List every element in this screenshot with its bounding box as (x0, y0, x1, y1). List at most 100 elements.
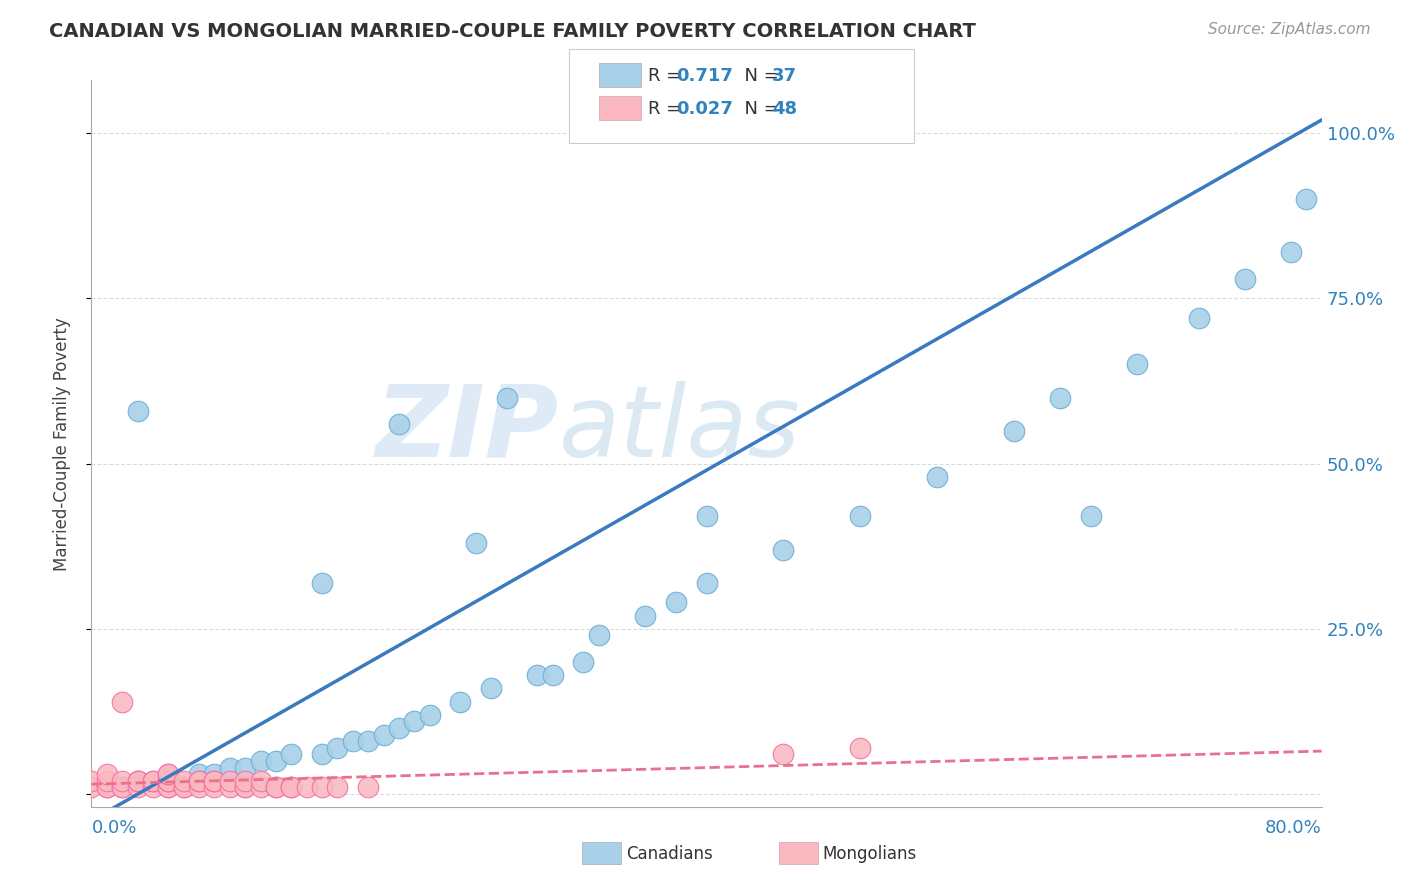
Point (157, 773, 180, 788)
Point (188, 773, 211, 788)
Point (404, 714, 426, 729)
Point (357, 780, 380, 795)
Point (311, 575, 333, 590)
Point (142, 780, 165, 795)
Text: Canadians: Canadians (626, 845, 713, 863)
Point (1187, 311, 1209, 326)
Point (80, 780, 103, 795)
Point (218, 773, 240, 788)
Text: 0.0%: 0.0% (91, 819, 136, 837)
Point (572, 655, 595, 669)
Point (233, 780, 256, 795)
Point (696, 575, 718, 590)
Point (449, 694, 471, 708)
Point (202, 773, 225, 788)
Point (280, 780, 302, 795)
Text: CANADIAN VS MONGOLIAN MARRIED-COUPLE FAMILY POVERTY CORRELATION CHART: CANADIAN VS MONGOLIAN MARRIED-COUPLE FAM… (49, 22, 976, 41)
Point (280, 780, 302, 795)
Point (111, 780, 134, 795)
Point (326, 780, 349, 795)
Point (526, 668, 548, 682)
Point (264, 754, 287, 768)
Point (142, 773, 165, 788)
Text: ZIP: ZIP (375, 381, 558, 478)
Point (772, 747, 794, 762)
Point (1279, 245, 1302, 260)
Point (233, 761, 256, 775)
Point (127, 773, 149, 788)
Text: R =: R = (648, 67, 688, 85)
Point (80, 773, 103, 788)
Text: R =: R = (648, 100, 688, 118)
Point (233, 780, 256, 795)
Point (202, 767, 225, 781)
Point (464, 536, 486, 550)
Text: 80.0%: 80.0% (1265, 819, 1322, 837)
Point (96, 780, 118, 795)
Text: 48: 48 (772, 100, 797, 118)
Point (127, 780, 149, 795)
Point (357, 734, 380, 748)
Point (849, 509, 872, 524)
Point (927, 470, 949, 484)
Point (665, 595, 688, 609)
Text: 0.027: 0.027 (676, 100, 733, 118)
Point (541, 668, 564, 682)
Point (342, 734, 364, 748)
Point (173, 773, 195, 788)
Text: atlas: atlas (558, 381, 800, 478)
Point (295, 780, 318, 795)
Point (157, 773, 180, 788)
Point (218, 761, 240, 775)
Point (419, 707, 441, 722)
Point (202, 780, 225, 795)
Point (188, 767, 211, 781)
Point (96, 780, 118, 795)
Point (127, 773, 149, 788)
Point (249, 780, 271, 795)
Point (326, 740, 349, 755)
Point (388, 721, 411, 735)
Point (495, 391, 517, 405)
Point (157, 773, 180, 788)
Point (1080, 509, 1102, 524)
Point (479, 681, 502, 696)
Point (157, 767, 180, 781)
Text: 0.717: 0.717 (676, 67, 733, 85)
Text: Source: ZipAtlas.com: Source: ZipAtlas.com (1208, 22, 1371, 37)
Text: Mongolians: Mongolians (823, 845, 917, 863)
Point (218, 780, 240, 795)
Point (157, 780, 180, 795)
Point (142, 773, 165, 788)
Point (1295, 192, 1317, 206)
Point (127, 773, 149, 788)
Point (264, 780, 287, 795)
Point (96, 767, 118, 781)
Point (588, 628, 610, 642)
Point (111, 773, 134, 788)
Point (373, 728, 395, 742)
Point (772, 542, 794, 557)
Point (96, 773, 118, 788)
Point (311, 747, 333, 762)
Point (249, 773, 271, 788)
Point (127, 403, 149, 417)
Point (111, 780, 134, 795)
Point (173, 780, 195, 795)
Point (1233, 271, 1256, 285)
Point (1126, 358, 1149, 372)
Point (280, 747, 302, 762)
Y-axis label: Married-Couple Family Poverty: Married-Couple Family Poverty (52, 317, 70, 571)
Point (233, 773, 256, 788)
Point (1002, 424, 1025, 438)
Text: N =: N = (733, 100, 785, 118)
Point (388, 417, 411, 431)
Point (311, 780, 333, 795)
Point (188, 773, 211, 788)
Text: N =: N = (733, 67, 785, 85)
Point (249, 754, 271, 768)
Point (634, 608, 657, 623)
Point (157, 780, 180, 795)
Point (264, 780, 287, 795)
Text: 37: 37 (772, 67, 797, 85)
